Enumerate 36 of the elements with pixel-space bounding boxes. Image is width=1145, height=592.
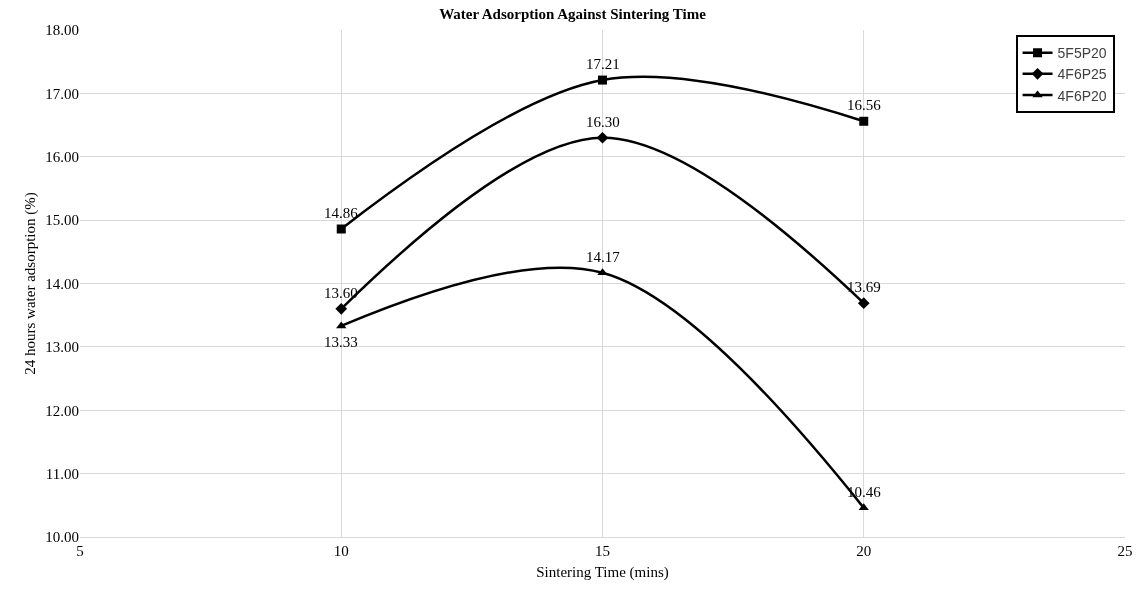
chart-title: Water Adsorption Against Sintering Time	[439, 6, 707, 23]
x-tick-label: 10	[333, 543, 349, 559]
legend-label: 4F6P20	[1057, 87, 1107, 104]
point	[336, 321, 347, 329]
y-tick-label: 13.00	[45, 339, 79, 356]
x-tick-label: 15	[595, 543, 610, 559]
x-tick-label: 25	[1117, 543, 1133, 559]
point	[335, 303, 348, 315]
legend-label: 4F6P25	[1057, 66, 1107, 83]
y-tick-label: 15.00	[45, 212, 79, 229]
x-tick-label: 5	[76, 543, 84, 559]
point	[857, 297, 870, 309]
point	[596, 131, 609, 144]
x-axis-title: Sintering Time (mins)	[536, 564, 669, 581]
x-tick-label: 20	[856, 543, 872, 559]
data-label: 13.69	[847, 279, 881, 295]
y-axis-title: 24 hours water adsorption (%)	[21, 192, 39, 375]
data-label: 17.21	[586, 56, 620, 72]
data-label: 14.86	[324, 205, 359, 221]
data-label: 16.56	[847, 97, 882, 113]
y-tick-label: 14.00	[45, 275, 79, 292]
y-tick-label: 17.00	[45, 85, 79, 102]
point	[336, 224, 346, 234]
data-label: 16.30	[586, 114, 620, 130]
point	[858, 503, 869, 511]
data-label: 13.33	[324, 334, 358, 350]
y-tick-label: 10.00	[45, 529, 79, 546]
point	[859, 116, 869, 126]
y-tick-label: 16.00	[45, 149, 79, 165]
legend-label: 5F5P20	[1057, 45, 1107, 62]
data-label: 13.60	[324, 285, 358, 301]
point	[598, 75, 607, 85]
y-tick-label: 18.00	[45, 22, 79, 39]
y-tick-label: 11.00	[45, 465, 79, 482]
data-label: 14.17	[586, 249, 621, 265]
y-tick-label: 12.00	[45, 402, 79, 419]
